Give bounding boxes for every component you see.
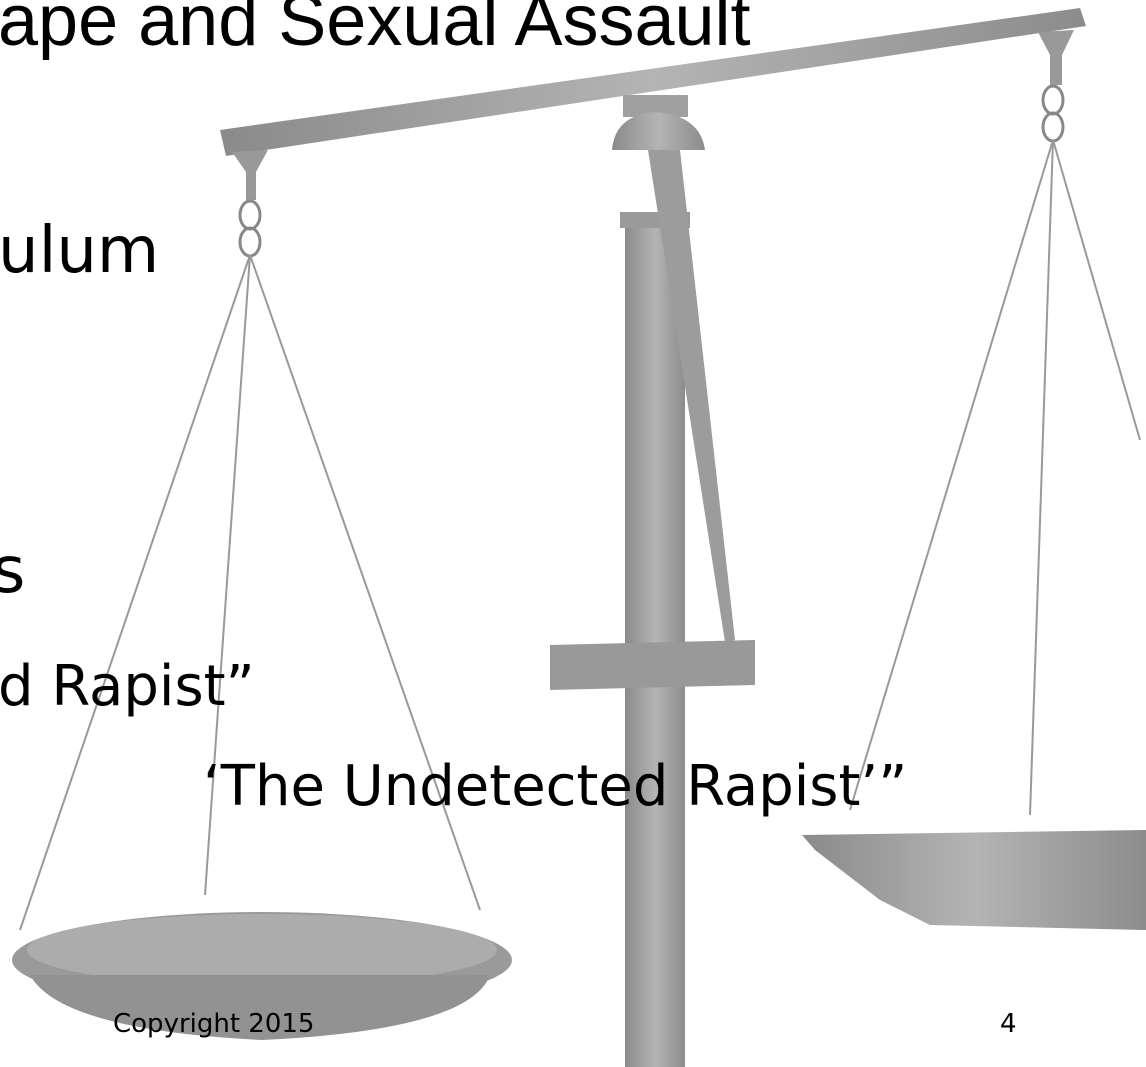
right-link xyxy=(1043,86,1063,114)
left-strings xyxy=(20,255,480,930)
sub-bullet: d Rapist” xyxy=(0,654,255,719)
right-hanger xyxy=(1038,30,1074,85)
sub-bullet: ‘The Undetected Rapist’” xyxy=(203,754,907,819)
left-hanger xyxy=(232,150,268,200)
scales-illustration xyxy=(12,8,1146,1067)
copyright: Copyright 2015 xyxy=(113,1009,314,1039)
left-link xyxy=(240,228,260,256)
left-link xyxy=(240,201,260,229)
cross-piece xyxy=(550,640,755,690)
right-strings xyxy=(850,140,1140,815)
page-number: 4 xyxy=(1000,1009,1017,1039)
bullet: s xyxy=(0,534,25,608)
page: {"slide": { "title": "ape and Sexual Ass… xyxy=(0,0,1146,1067)
right-pan xyxy=(802,830,1146,930)
right-link xyxy=(1043,113,1063,141)
bullet: ulum xyxy=(0,214,159,288)
slide-title: ape and Sexual Assault xyxy=(0,0,751,61)
slide: ape and Sexual Assault ulum s d Rapist” … xyxy=(0,0,1146,1067)
pole xyxy=(625,215,685,1067)
cap xyxy=(612,112,705,150)
